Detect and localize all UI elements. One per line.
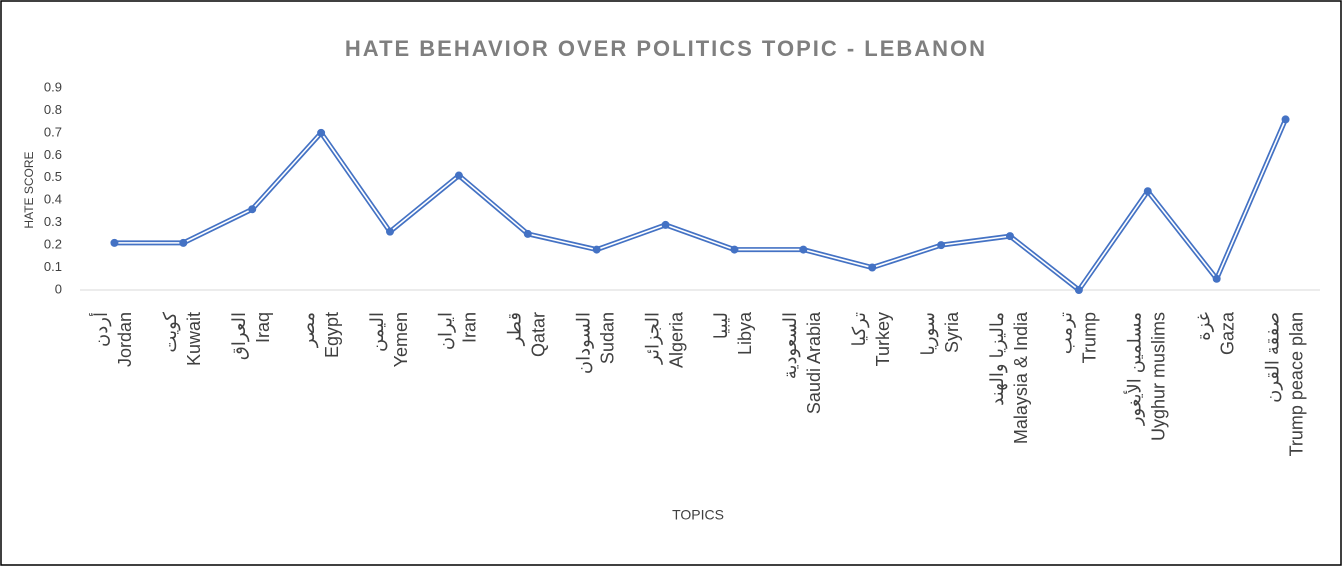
point — [799, 245, 808, 254]
point — [937, 241, 946, 250]
series-line-inner — [114, 119, 1287, 291]
x-tick-label: Syria — [942, 311, 962, 353]
x-tick-label: Kuwait — [184, 312, 204, 366]
x-tick-label: ترمب — [1056, 312, 1077, 354]
x-tick-label: Yemen — [391, 312, 411, 367]
y-tick-label: 0.5 — [44, 169, 62, 184]
x-tick-label: أردن — [89, 312, 112, 347]
point — [868, 263, 877, 272]
x-tick-label: مصر — [298, 312, 319, 348]
x-tick-label: الجزائر — [642, 312, 663, 365]
point — [1281, 115, 1290, 124]
point — [317, 128, 326, 137]
x-tick-label: مسلمين الأيغور — [1123, 312, 1146, 426]
x-tick-label: Sudan — [597, 312, 617, 364]
x-tick-label: Algeria — [666, 311, 686, 368]
x-tick-label: تركيا — [849, 312, 870, 346]
x-tick-label: غزة — [1193, 312, 1214, 341]
x-tick-label: Qatar — [529, 312, 549, 357]
y-tick-label: 0.8 — [44, 102, 62, 117]
point — [1074, 286, 1083, 294]
x-axis-label: TOPICS — [672, 507, 724, 523]
point — [1212, 274, 1221, 283]
x-tick-label: اليمن — [367, 312, 388, 352]
x-tick-label: Trump peace plan — [1286, 312, 1306, 456]
y-tick-label: 0.2 — [44, 237, 62, 252]
point — [592, 245, 601, 254]
y-tick-label: 0.6 — [44, 147, 62, 162]
point — [661, 220, 670, 229]
x-tick-label: قطر — [505, 312, 526, 346]
y-tick-label: 0 — [55, 281, 62, 296]
point — [1143, 187, 1152, 196]
x-tick-label: سوريا — [918, 312, 939, 356]
chart-title: HATE BEHAVIOR OVER POLITICS TOPIC - LEBA… — [345, 36, 987, 61]
y-tick-label: 0.9 — [44, 79, 62, 94]
x-tick-label: صفقة القرن — [1262, 312, 1283, 403]
point — [523, 229, 532, 238]
x-tick-label: ايران — [436, 312, 457, 350]
x-tick-label: Trump — [1080, 312, 1100, 363]
y-tick-label: 0.1 — [44, 259, 62, 274]
x-tick-label: Turkey — [873, 312, 893, 366]
x-tick-label: Libya — [735, 311, 755, 355]
x-tick-label: العراق — [229, 312, 250, 360]
point — [386, 227, 394, 236]
x-tick-label: Jordan — [115, 312, 135, 367]
x-tick-label: ليبيا — [711, 312, 731, 339]
x-tick-label: Malaysia & India — [1011, 311, 1031, 444]
x-tick-label: السودان — [573, 312, 594, 374]
x-tick-label: Saudi Arabia — [804, 311, 824, 414]
point — [454, 171, 463, 180]
x-tick-label: Uyghur muslims — [1149, 312, 1169, 441]
point — [730, 245, 739, 254]
x-tick-label: Iraq — [253, 312, 273, 343]
x-tick-label: Iran — [460, 312, 480, 343]
x-tick-label: ماليزيا والهند — [987, 312, 1008, 406]
y-tick-label: 0.4 — [44, 192, 62, 207]
y-tick-label: 0.7 — [44, 124, 62, 139]
point — [248, 205, 257, 214]
point — [179, 238, 188, 247]
y-axis-label: HATE SCORE — [22, 151, 36, 228]
x-tick-label: Gaza — [1217, 311, 1237, 355]
y-tick-label: 0.3 — [44, 214, 62, 229]
x-tick-label: كويت — [160, 312, 181, 353]
x-tick-label: Egypt — [322, 312, 342, 358]
point — [110, 238, 119, 247]
x-tick-label: السعودية — [780, 312, 801, 379]
point — [1006, 232, 1014, 241]
